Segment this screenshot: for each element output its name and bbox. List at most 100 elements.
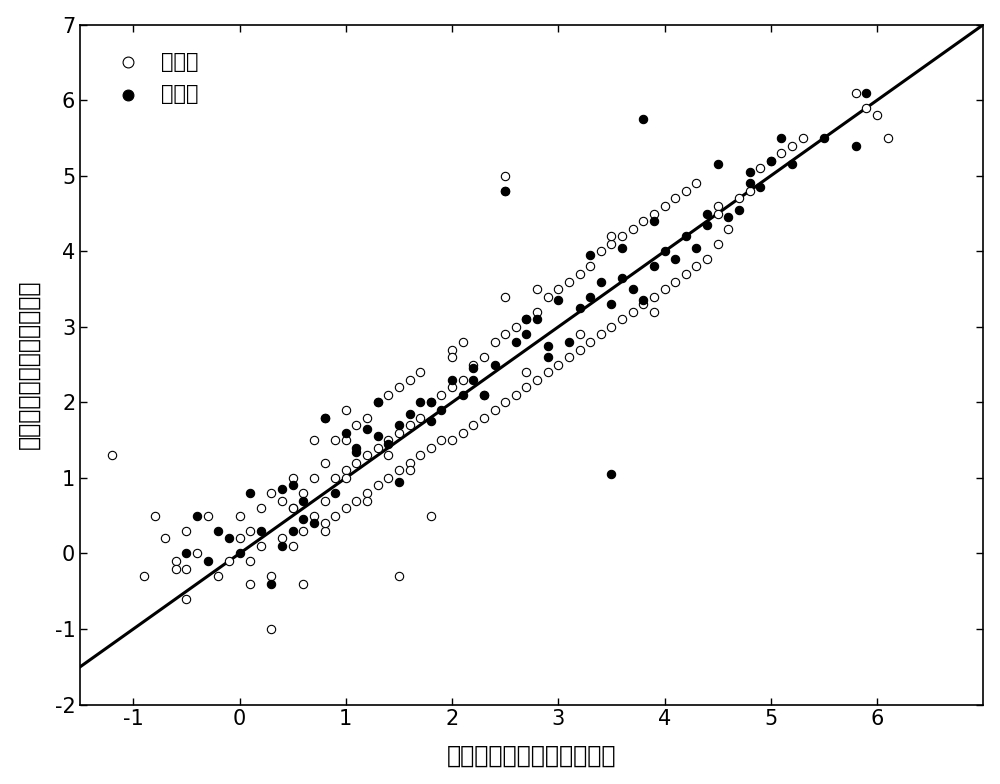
验证集 xyxy=(699,219,715,231)
验证集 xyxy=(635,113,651,125)
训练集 xyxy=(487,404,503,416)
训练集 xyxy=(710,200,726,212)
验证集 xyxy=(391,475,407,488)
训练集 xyxy=(263,622,279,635)
验证集 xyxy=(370,396,386,408)
训练集 xyxy=(295,524,311,537)
训练集 xyxy=(476,350,492,363)
训练集 xyxy=(274,532,290,545)
验证集 xyxy=(423,396,439,408)
训练集 xyxy=(380,389,396,401)
训练集 xyxy=(433,434,449,446)
验证集 xyxy=(274,483,290,495)
验证集 xyxy=(338,426,354,439)
训练集 xyxy=(444,434,460,446)
训练集 xyxy=(444,343,460,356)
验证集 xyxy=(423,415,439,427)
验证集 xyxy=(540,350,556,363)
训练集 xyxy=(285,502,301,514)
训练集 xyxy=(178,524,194,537)
训练集 xyxy=(285,539,301,552)
训练集 xyxy=(412,449,428,462)
训练集 xyxy=(327,510,343,522)
验证集 xyxy=(210,524,226,537)
验证集 xyxy=(465,373,481,386)
训练集 xyxy=(572,343,588,356)
验证集 xyxy=(306,517,322,529)
训练集 xyxy=(104,449,120,462)
验证集 xyxy=(295,514,311,526)
训练集 xyxy=(402,456,418,469)
训练集 xyxy=(168,562,184,575)
训练集 xyxy=(657,283,673,296)
训练集 xyxy=(540,290,556,303)
训练集 xyxy=(646,207,662,220)
验证集 xyxy=(710,158,726,171)
验证集 xyxy=(646,215,662,227)
训练集 xyxy=(370,441,386,454)
验证集 xyxy=(508,336,524,348)
训练集 xyxy=(455,336,471,348)
训练集 xyxy=(263,487,279,499)
训练集 xyxy=(508,321,524,333)
训练集 xyxy=(221,555,237,568)
训练集 xyxy=(710,207,726,220)
训练集 xyxy=(210,570,226,583)
验证集 xyxy=(518,313,534,325)
训练集 xyxy=(359,495,375,507)
训练集 xyxy=(465,358,481,371)
训练集 xyxy=(572,328,588,341)
验证集 xyxy=(476,389,492,401)
训练集 xyxy=(476,389,492,401)
验证集 xyxy=(232,547,248,560)
训练集 xyxy=(242,524,258,537)
验证集 xyxy=(720,211,736,223)
训练集 xyxy=(455,426,471,439)
训练集 xyxy=(380,472,396,485)
训练集 xyxy=(370,479,386,492)
训练集 xyxy=(795,132,811,144)
训练集 xyxy=(327,472,343,485)
训练集 xyxy=(635,215,651,227)
训练集 xyxy=(242,578,258,590)
验证集 xyxy=(561,336,577,348)
训练集 xyxy=(306,510,322,522)
训练集 xyxy=(476,412,492,424)
验证集 xyxy=(529,313,545,325)
训练集 xyxy=(391,464,407,477)
验证集 xyxy=(380,437,396,450)
验证集 xyxy=(370,430,386,443)
训练集 xyxy=(582,260,598,273)
验证集 xyxy=(412,396,428,408)
训练集 xyxy=(232,510,248,522)
训练集 xyxy=(603,238,619,250)
验证集 xyxy=(497,184,513,197)
验证集 xyxy=(678,230,694,242)
验证集 xyxy=(317,412,333,424)
训练集 xyxy=(880,132,896,144)
训练集 xyxy=(455,373,471,386)
验证集 xyxy=(189,510,205,522)
训练集 xyxy=(338,404,354,416)
训练集 xyxy=(444,350,460,363)
训练集 xyxy=(412,412,428,424)
训练集 xyxy=(614,313,630,325)
训练集 xyxy=(752,162,768,175)
训练集 xyxy=(667,192,683,205)
训练集 xyxy=(603,230,619,242)
训练集 xyxy=(561,350,577,363)
验证集 xyxy=(295,495,311,507)
验证集 xyxy=(487,358,503,371)
训练集 xyxy=(178,562,194,575)
验证集 xyxy=(593,275,609,288)
训练集 xyxy=(306,472,322,485)
训练集 xyxy=(338,472,354,485)
训练集 xyxy=(402,419,418,431)
验证集 xyxy=(433,404,449,416)
训练集 xyxy=(317,524,333,537)
验证集 xyxy=(518,328,534,341)
训练集 xyxy=(200,510,216,522)
训练集 xyxy=(625,223,641,235)
验证集 xyxy=(263,578,279,590)
训练集 xyxy=(518,313,534,325)
